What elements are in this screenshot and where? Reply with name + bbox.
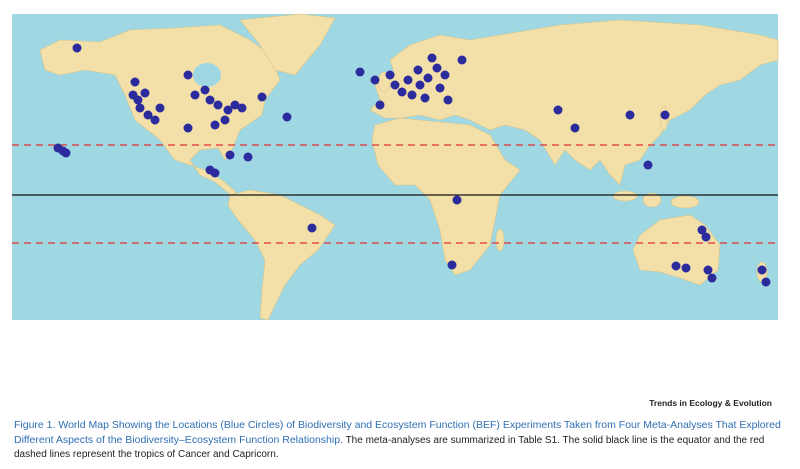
site bbox=[757, 265, 767, 275]
site bbox=[681, 263, 691, 273]
site bbox=[415, 80, 425, 90]
island bbox=[612, 190, 638, 202]
site bbox=[140, 88, 150, 98]
site bbox=[625, 110, 635, 120]
greenland bbox=[239, 13, 336, 76]
site bbox=[397, 87, 407, 97]
site bbox=[440, 70, 450, 80]
site bbox=[671, 261, 681, 271]
site bbox=[61, 148, 71, 158]
site bbox=[570, 123, 580, 133]
site bbox=[205, 95, 215, 105]
site bbox=[213, 100, 223, 110]
site bbox=[385, 70, 395, 80]
site bbox=[133, 95, 143, 105]
site bbox=[223, 105, 233, 115]
site bbox=[135, 103, 145, 113]
hudson-bay bbox=[193, 63, 221, 87]
south-america bbox=[227, 189, 336, 321]
site bbox=[183, 123, 193, 133]
site bbox=[243, 152, 253, 162]
island bbox=[670, 195, 700, 209]
site bbox=[72, 43, 82, 53]
journal-name: Trends in Ecology & Evolution bbox=[649, 398, 772, 408]
site bbox=[407, 90, 417, 100]
site bbox=[701, 232, 711, 242]
africa bbox=[371, 117, 521, 276]
site bbox=[390, 80, 400, 90]
caption-text: The meta-analyses are summarized in Tabl… bbox=[14, 435, 765, 460]
site bbox=[432, 63, 442, 73]
site bbox=[375, 100, 385, 110]
site bbox=[761, 277, 771, 287]
world-map bbox=[12, 13, 779, 321]
site bbox=[443, 95, 453, 105]
caption-title: Figure 1. World Map Showing the Location… bbox=[14, 419, 781, 446]
site bbox=[703, 265, 713, 275]
madagascar bbox=[495, 228, 505, 252]
site bbox=[200, 85, 210, 95]
site bbox=[447, 260, 457, 270]
site bbox=[420, 93, 430, 103]
site bbox=[355, 67, 365, 77]
site bbox=[370, 75, 380, 85]
site bbox=[225, 150, 235, 160]
site bbox=[553, 105, 563, 115]
site bbox=[155, 103, 165, 113]
site bbox=[452, 195, 462, 205]
site bbox=[257, 92, 267, 102]
site bbox=[435, 83, 445, 93]
site bbox=[697, 225, 707, 235]
eurasia bbox=[369, 19, 779, 186]
site bbox=[403, 75, 413, 85]
site bbox=[423, 73, 433, 83]
site bbox=[130, 77, 140, 87]
site bbox=[190, 90, 200, 100]
site bbox=[183, 70, 193, 80]
site bbox=[230, 100, 240, 110]
site bbox=[660, 110, 670, 120]
site bbox=[210, 168, 220, 178]
site bbox=[457, 55, 467, 65]
site bbox=[643, 160, 653, 170]
island bbox=[642, 192, 662, 208]
site bbox=[237, 103, 247, 113]
site bbox=[150, 115, 160, 125]
site bbox=[707, 273, 717, 283]
site bbox=[413, 65, 423, 75]
site bbox=[427, 53, 437, 63]
site bbox=[282, 112, 292, 122]
site bbox=[220, 115, 230, 125]
site bbox=[210, 120, 220, 130]
site bbox=[143, 110, 153, 120]
site bbox=[307, 223, 317, 233]
experiment-sites bbox=[53, 43, 771, 287]
caption: Figure 1. World Map Showing the Location… bbox=[14, 418, 784, 462]
